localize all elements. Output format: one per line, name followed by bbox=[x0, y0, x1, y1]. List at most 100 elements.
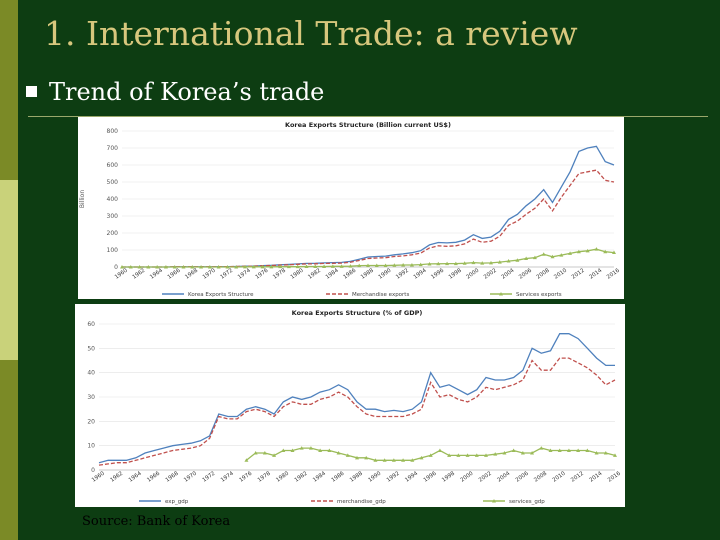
series-point bbox=[243, 264, 247, 269]
series-point bbox=[244, 458, 249, 462]
x-tick-label: 2006 bbox=[515, 470, 530, 483]
x-tick-label: 1962 bbox=[132, 268, 147, 281]
series-point bbox=[447, 453, 452, 457]
series-point bbox=[566, 448, 571, 453]
series-point bbox=[269, 264, 274, 269]
series-point bbox=[489, 260, 493, 265]
series-point bbox=[428, 453, 433, 457]
accent-bar-middle bbox=[0, 180, 18, 360]
y-tick-label: 30 bbox=[87, 394, 95, 401]
x-tick-label: 1980 bbox=[275, 470, 290, 483]
series-point bbox=[281, 448, 286, 453]
legend-label: exp_gdp bbox=[165, 499, 189, 505]
y-tick-label: 60 bbox=[87, 321, 95, 328]
series-point bbox=[613, 453, 617, 457]
series-point bbox=[308, 446, 313, 450]
series-point bbox=[418, 262, 423, 267]
divider-line bbox=[28, 116, 708, 117]
series-point bbox=[410, 458, 415, 462]
y-tick-label: 200 bbox=[107, 230, 119, 237]
x-tick-label: 2012 bbox=[570, 471, 585, 484]
series-point bbox=[364, 455, 369, 460]
x-tick-label: 1976 bbox=[255, 267, 270, 280]
series-point bbox=[541, 252, 546, 256]
y-tick-label: 700 bbox=[107, 145, 119, 152]
x-tick-label: 1970 bbox=[183, 470, 198, 483]
series-point bbox=[278, 264, 283, 269]
chart-panel-exports-gdp: Korea Exports Structure (% of GDP) 0 10 20 3… bbox=[75, 304, 625, 507]
series-point bbox=[366, 263, 370, 267]
series-point bbox=[260, 264, 265, 269]
series-point bbox=[502, 450, 507, 455]
series-point bbox=[286, 264, 291, 269]
series-point bbox=[474, 453, 479, 457]
x-tick-label: 1976 bbox=[238, 470, 253, 483]
series-point bbox=[401, 458, 406, 462]
series-point bbox=[471, 260, 476, 265]
series-point bbox=[550, 254, 555, 259]
x-tick-label: 1996 bbox=[430, 267, 445, 280]
series-point bbox=[603, 249, 608, 254]
chart-exports-gdp: Korea Exports Structure (% of GDP) 0 10 20 3… bbox=[87, 309, 622, 505]
x-tick-label: 1966 bbox=[146, 470, 161, 483]
series-point bbox=[548, 448, 553, 453]
series-point bbox=[594, 450, 599, 455]
x-tick-label: 1988 bbox=[349, 470, 364, 483]
slide-title: 1. International Trade: a review bbox=[44, 14, 578, 53]
series-point bbox=[520, 450, 525, 455]
x-tick-label: 2006 bbox=[518, 267, 533, 280]
series-point bbox=[445, 261, 450, 266]
y-tick-label: 400 bbox=[107, 196, 119, 203]
x-tick-label: 1988 bbox=[360, 267, 375, 280]
series-point bbox=[539, 446, 544, 450]
series-point bbox=[382, 458, 387, 462]
series-point bbox=[336, 450, 341, 455]
series-point bbox=[576, 448, 581, 453]
x-tick-label: 1974 bbox=[237, 267, 252, 280]
series-point bbox=[345, 453, 350, 457]
x-tick-label: 1994 bbox=[413, 267, 428, 280]
series-point bbox=[128, 265, 133, 269]
x-tick-label: 1986 bbox=[331, 470, 346, 483]
series-point bbox=[339, 264, 344, 268]
y-tick-label: 50 bbox=[87, 345, 95, 352]
x-tick-label: 1964 bbox=[128, 470, 143, 483]
legend-marker bbox=[492, 499, 496, 503]
legend-label: services_gdp bbox=[509, 499, 545, 505]
series-point bbox=[383, 263, 388, 267]
x-tick-label: 1970 bbox=[202, 267, 217, 280]
y-tick-label: 20 bbox=[87, 418, 95, 425]
chart-title: Korea Exports Structure (Billion current… bbox=[285, 121, 451, 129]
x-tick-label: 2008 bbox=[536, 267, 551, 280]
series-point bbox=[322, 264, 327, 268]
x-tick-label: 1998 bbox=[441, 470, 456, 483]
series-point bbox=[497, 260, 502, 264]
x-tick-label: 1986 bbox=[342, 267, 357, 280]
series-point bbox=[401, 262, 406, 267]
series-point bbox=[290, 448, 295, 453]
series-point bbox=[137, 265, 142, 269]
y-tick-label: 600 bbox=[107, 162, 119, 169]
series-point bbox=[207, 265, 212, 269]
source-note: Source: Bank of Korea bbox=[82, 514, 231, 529]
series-point bbox=[330, 264, 335, 268]
x-tick-label: 1978 bbox=[272, 267, 287, 280]
series-point bbox=[262, 450, 267, 455]
series-point bbox=[409, 262, 414, 267]
series-point bbox=[295, 264, 300, 269]
chart-panel-exports-usd: Korea Exports Structure (Billion current… bbox=[78, 117, 624, 299]
x-tick-label: 2014 bbox=[588, 267, 603, 280]
y-tick-label: 0 bbox=[91, 467, 95, 474]
series-point bbox=[199, 265, 204, 269]
series-point bbox=[524, 256, 529, 260]
bullet-square-icon bbox=[26, 86, 37, 97]
series-point bbox=[532, 255, 537, 260]
series-line-merchandise-gdp bbox=[98, 357, 616, 466]
series-point bbox=[559, 253, 564, 257]
series-point bbox=[225, 265, 230, 269]
x-tick-label: 2002 bbox=[483, 268, 498, 281]
y-tick-label: 40 bbox=[87, 370, 95, 377]
x-tick-label: 2010 bbox=[553, 267, 568, 280]
series-point bbox=[603, 450, 608, 455]
x-tick-label: 1992 bbox=[395, 268, 410, 281]
